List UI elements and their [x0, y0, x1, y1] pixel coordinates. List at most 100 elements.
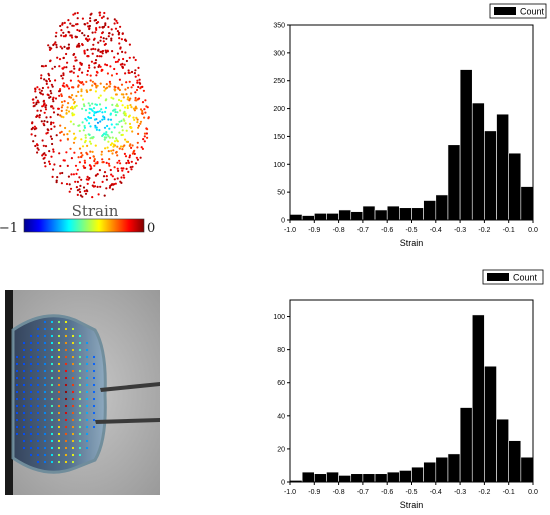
strain-dot	[117, 86, 120, 89]
strain-dot	[80, 94, 83, 97]
strain-dot	[136, 79, 139, 82]
displacement-arrow	[92, 418, 96, 422]
histogram-0-bar	[447, 144, 461, 221]
displacement-arrow	[22, 383, 26, 387]
strain-dot	[65, 112, 68, 115]
strain-dot	[98, 169, 101, 172]
strain-dot	[67, 19, 70, 22]
histogram-0-ytick-label: 300	[273, 50, 285, 57]
displacement-arrow	[29, 355, 33, 359]
histogram-0-bar	[459, 69, 473, 221]
strain-dot	[49, 60, 52, 63]
strain-dot	[60, 106, 64, 109]
strain-dot	[94, 59, 98, 62]
strain-dot	[137, 132, 140, 135]
strain-dot	[126, 98, 129, 101]
displacement-arrow	[15, 383, 19, 387]
strain-dot	[112, 149, 115, 152]
histogram-1-legend-label: Count	[513, 273, 538, 283]
displacement-arrows	[15, 320, 96, 464]
displacement-arrow	[57, 362, 61, 366]
histogram-0-bar	[362, 205, 376, 221]
displacement-arrow	[57, 453, 61, 457]
displacement-arrow	[64, 418, 68, 422]
strain-dot	[133, 109, 136, 112]
strain-dot	[72, 141, 76, 144]
displacement-arrow	[36, 460, 40, 464]
strain-dot	[141, 147, 144, 150]
strain-dot	[120, 119, 123, 122]
strain-dot	[78, 147, 82, 150]
strain-dot	[58, 94, 61, 97]
histogram-1-bar	[520, 456, 534, 483]
strain-dot	[124, 51, 127, 54]
displacement-arrow	[57, 425, 61, 429]
histogram-0-bar	[386, 205, 400, 221]
displacement-arrow	[36, 404, 40, 408]
displacement-arrow	[85, 355, 89, 359]
histogram-1-bar	[447, 453, 461, 483]
displacement-arrow	[15, 376, 19, 380]
strain-dot	[61, 47, 64, 50]
strain-dot	[119, 63, 122, 66]
strain-dot	[73, 106, 76, 109]
displacement-arrow	[71, 418, 75, 422]
strain-dot	[111, 188, 114, 191]
strain-dot	[102, 115, 105, 118]
strain-dot	[84, 136, 87, 139]
strain-dot	[98, 110, 101, 113]
strain-dot	[124, 112, 127, 115]
pipette-right-lower	[95, 418, 160, 424]
strain-dot	[42, 65, 45, 68]
displacement-arrow	[64, 341, 68, 345]
strain-dot	[109, 65, 112, 68]
strain-dot	[35, 127, 38, 130]
strain-dot	[128, 43, 131, 46]
strain-dot	[119, 109, 122, 112]
displacement-arrow	[50, 397, 54, 401]
strain-dot	[67, 110, 71, 113]
displacement-arrow	[78, 369, 82, 373]
strain-dot	[115, 19, 118, 22]
histogram-0-bar	[350, 211, 364, 221]
strain-dot	[123, 152, 126, 155]
strain-dot	[60, 74, 63, 77]
displacement-arrow	[78, 418, 82, 422]
displacement-arrow	[43, 355, 47, 359]
displacement-arrow	[22, 411, 26, 415]
strain-dot	[121, 50, 124, 54]
strain-dot	[116, 30, 119, 33]
strain-dot	[116, 161, 119, 164]
strain-dot	[89, 17, 92, 20]
displacement-arrow	[36, 334, 40, 338]
strain-dot	[45, 116, 48, 119]
strain-dot	[89, 74, 92, 77]
displacement-arrow	[29, 397, 33, 401]
strain-dot	[46, 93, 49, 96]
displacement-arrow	[43, 369, 47, 373]
strain-dot	[92, 114, 96, 117]
strain-dot	[49, 95, 52, 99]
displacement-arrow	[29, 334, 33, 338]
strain-dot	[136, 146, 139, 149]
strain-dot	[59, 139, 62, 142]
strain-dot	[113, 67, 116, 71]
displacement-arrow	[22, 362, 26, 366]
strain-dot	[65, 52, 68, 56]
strain-dot	[138, 78, 141, 81]
displacement-arrow	[22, 425, 26, 429]
strain-dot	[104, 63, 107, 66]
strain-dot	[77, 79, 80, 82]
histogram-1-ytick-label: 0	[281, 480, 285, 487]
strain-dot	[42, 122, 45, 125]
strain-dot	[55, 179, 58, 182]
strain-dot	[71, 86, 74, 89]
strain-dot	[109, 82, 112, 85]
histogram-1-xtick-label: -1.0	[284, 489, 296, 496]
strain-dot	[84, 109, 88, 112]
displacement-arrow	[64, 327, 68, 331]
strain-dot	[85, 119, 88, 122]
histogram-1-bar	[508, 440, 522, 483]
strain-dot	[60, 93, 63, 96]
strain-dot	[91, 84, 94, 87]
